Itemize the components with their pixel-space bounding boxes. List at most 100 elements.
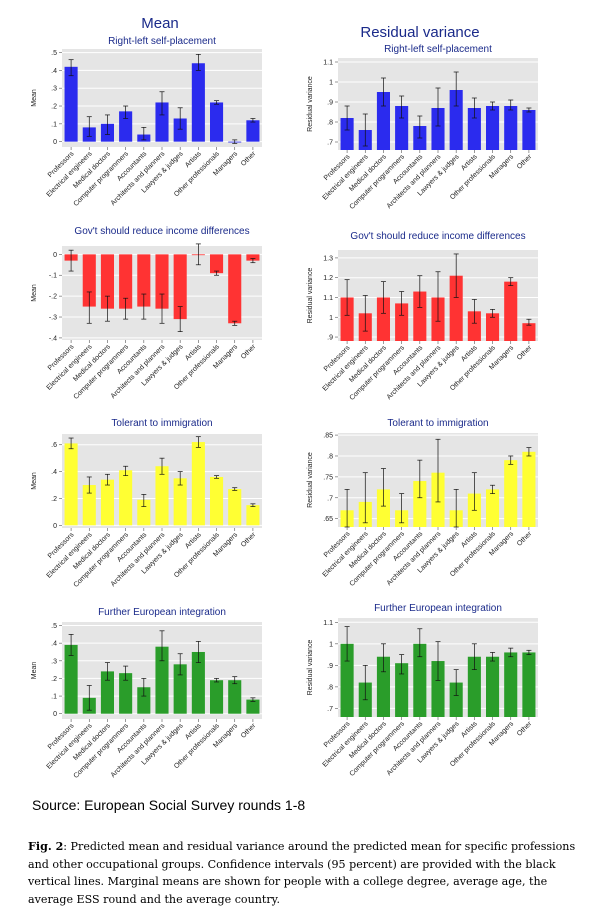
y-tick-label: .85: [323, 433, 333, 440]
bar: [431, 661, 445, 717]
y-tick-label: .8: [327, 453, 333, 460]
bar: [486, 106, 500, 150]
chart-title: Further European integration: [98, 607, 226, 618]
y-tick-label: 1: [329, 315, 333, 322]
x-tick-label: Other: [240, 343, 258, 361]
bar: [504, 281, 518, 341]
bar: [64, 644, 78, 714]
y-tick-label: 0: [53, 711, 57, 718]
bar: [228, 489, 242, 526]
bar: [155, 254, 169, 309]
y-axis-label: Mean: [31, 662, 38, 680]
y-tick-label: .7: [327, 495, 333, 502]
y-tick-label: .1: [51, 694, 57, 701]
chart-title: Further European integration: [374, 603, 502, 614]
y-tick-label: .6: [51, 442, 57, 449]
y-tick-label: .4: [51, 68, 57, 75]
bar: [155, 646, 169, 714]
chart-title: Gov't should reduce income differences: [350, 231, 525, 242]
column-title-residual-variance: Residual variance: [360, 24, 480, 41]
y-tick-label: .7: [327, 706, 333, 713]
bar: [486, 313, 500, 341]
chart-eu-mean: Further European integration 0 .1 .2 .3 .4 .5 M…: [31, 607, 262, 780]
bar: [173, 664, 187, 714]
chart-inc-mean: Gov't should reduce income differences 0 -…: [31, 226, 262, 401]
chart-title: Right-left self-placement: [384, 44, 492, 55]
bar: [486, 656, 500, 717]
bar: [210, 476, 224, 526]
source-note: Source: European Social Survey rounds 1-…: [32, 797, 306, 813]
y-tick-label: 1: [329, 80, 333, 87]
bar: [100, 254, 114, 309]
y-tick-label: .5: [51, 623, 57, 630]
bar: [228, 680, 242, 714]
y-tick-label: .9: [327, 335, 333, 342]
y-tick-label: 0: [53, 139, 57, 146]
y-tick-label: 1.2: [323, 275, 333, 282]
y-tick-label: .2: [51, 496, 57, 503]
x-tick-label: Other: [240, 531, 258, 549]
y-tick-label: 1.3: [323, 255, 333, 262]
y-tick-label: .3: [51, 658, 57, 665]
bar: [395, 303, 409, 341]
chart-grid: Right-left self-placement 0 .1 .2 .3 .4 .5 Mean…: [31, 36, 538, 780]
bar: [100, 671, 114, 714]
y-tick-label: 1.1: [323, 60, 333, 67]
bar: [449, 682, 463, 717]
bar: [155, 102, 169, 142]
chart-inc-var: Gov't should reduce income differences .9…: [307, 231, 538, 402]
x-tick-label: Other: [516, 720, 534, 738]
chart-imm-mean: Tolerant to immigration0.2.4.6MeanProfes…: [31, 418, 262, 589]
y-axis-label: Mean: [31, 284, 38, 302]
bar: [376, 92, 390, 150]
bar: [119, 673, 133, 714]
bar: [467, 656, 481, 717]
y-tick-label: .5: [51, 50, 57, 57]
bar: [340, 297, 354, 341]
bar: [210, 680, 224, 714]
bar: [191, 63, 205, 142]
x-tick-label: Other: [516, 153, 534, 171]
caption-text: : Predicted mean and residual variance a…: [28, 840, 576, 906]
column-title-mean: Mean: [141, 15, 179, 32]
y-tick-label: .8: [327, 684, 333, 691]
y-tick-label: -.1: [49, 273, 57, 280]
bar: [467, 311, 481, 341]
bar: [191, 442, 205, 526]
bar: [340, 643, 354, 717]
bar: [173, 118, 187, 142]
y-axis-label: Residual variance: [307, 76, 314, 132]
bar: [522, 451, 536, 527]
bar: [137, 254, 151, 307]
bar: [228, 254, 242, 324]
bar: [119, 470, 133, 526]
bar: [395, 663, 409, 717]
x-tick-label: Other: [240, 150, 258, 168]
chart-rl-mean: Right-left self-placement 0 .1 .2 .3 .4 .5 Mean…: [31, 36, 262, 208]
bar: [395, 106, 409, 150]
y-tick-label: 1.1: [323, 620, 333, 627]
bar: [449, 275, 463, 341]
bar: [431, 108, 445, 150]
figure-caption: Fig. 2: Predicted mean and residual vari…: [28, 838, 583, 908]
bar: [173, 254, 187, 320]
y-axis-label: Mean: [31, 89, 38, 107]
bar: [413, 643, 427, 717]
chart-rl-var: Right-left self-placement .7 .8 .9 1 1.1 Resid…: [307, 44, 538, 211]
bar: [376, 656, 390, 717]
bar: [191, 651, 205, 714]
chart-eu-var: Further European integration .7 .8 .9 1 1.1 Re…: [307, 603, 538, 778]
y-tick-label: 0: [53, 523, 57, 530]
chart-imm-var: Tolerant to immigration .65 .7 .75 .8 .85 Resi…: [307, 418, 538, 588]
bar: [119, 111, 133, 142]
y-axis-label: Residual variance: [307, 640, 314, 696]
x-tick-label: Other: [516, 344, 534, 362]
bar: [137, 687, 151, 714]
bar: [504, 460, 518, 527]
bar: [100, 479, 114, 526]
chart-title: Gov't should reduce income differences: [74, 226, 249, 237]
chart-title: Tolerant to immigration: [111, 418, 212, 429]
y-tick-label: .1: [51, 121, 57, 128]
bar: [522, 110, 536, 150]
bar: [449, 90, 463, 150]
